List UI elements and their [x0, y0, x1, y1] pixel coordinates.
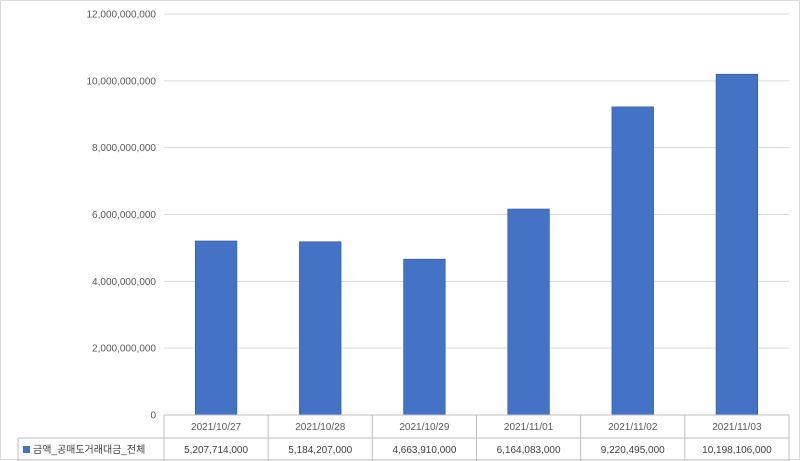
x-tick-label: 2021/10/28: [295, 422, 345, 433]
y-tick-label: 10,000,000,000: [86, 76, 156, 87]
x-tick-label: 2021/10/27: [191, 422, 241, 433]
y-tick-label: 0: [150, 411, 156, 422]
data-label: 6,164,083,000: [497, 445, 561, 456]
bar: [715, 73, 759, 416]
data-label: 5,207,714,000: [184, 445, 248, 456]
x-tick-label: 2021/11/02: [608, 422, 658, 433]
x-tick-label: 2021/10/29: [399, 422, 449, 433]
bar: [403, 258, 446, 416]
bar: [194, 240, 238, 416]
bar: [299, 241, 342, 416]
data-label: 4,663,910,000: [392, 445, 456, 456]
legend-label: 금액_공매도거래대금_전체: [33, 444, 145, 456]
data-label: 10,198,106,000: [702, 445, 772, 456]
x-tick-label: 2021/11/01: [504, 422, 554, 433]
bar: [611, 106, 654, 416]
x-tick-label: 2021/11/03: [712, 422, 762, 433]
data-label: 5,184,207,000: [288, 445, 352, 456]
bar: [507, 208, 550, 416]
legend-swatch: [23, 446, 30, 453]
y-tick-label: 8,000,000,000: [92, 143, 156, 154]
data-label: 9,220,495,000: [601, 445, 665, 456]
y-tick-label: 2,000,000,000: [92, 344, 156, 355]
y-tick-label: 6,000,000,000: [92, 210, 156, 221]
y-tick-label: 12,000,000,000: [86, 10, 156, 21]
y-tick-label: 4,000,000,000: [92, 277, 156, 288]
